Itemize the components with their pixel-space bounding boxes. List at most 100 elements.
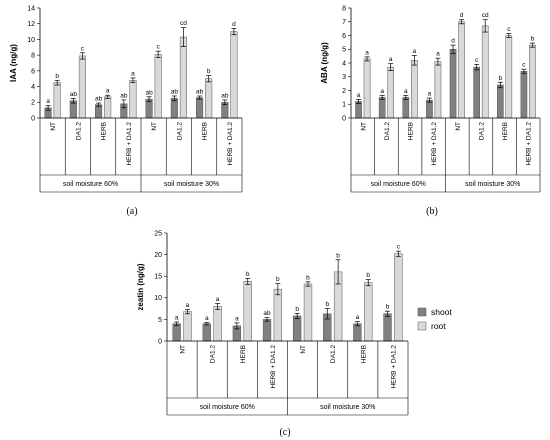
y-tick-label: 1 <box>342 102 346 109</box>
significance-letter: ab <box>196 89 204 96</box>
significance-letter: c <box>522 62 526 69</box>
significance-letter: c <box>81 45 85 52</box>
significance-letter: b <box>295 306 299 313</box>
y-tick-label: 10 <box>154 295 162 302</box>
shoot-bar <box>426 99 433 119</box>
significance-letter: b <box>386 304 390 311</box>
root-bar <box>78 55 86 119</box>
root-bar <box>243 281 252 342</box>
significance-letter: a <box>389 56 393 63</box>
group-label: soil moisture 30% <box>164 181 219 188</box>
category-label: NT <box>180 345 187 354</box>
shoot-bar <box>402 97 410 119</box>
category-label: NT <box>455 122 462 131</box>
significance-letter: b <box>276 276 280 283</box>
shoot-bar <box>172 323 181 342</box>
y-tick-label: 2 <box>31 100 35 107</box>
category-label: NT <box>360 122 367 131</box>
root-bar <box>481 25 489 119</box>
root-bar <box>458 21 465 119</box>
category-label: DA1.2 <box>75 122 82 140</box>
significance-letter: d <box>460 12 464 19</box>
group-label: soil moisture 30% <box>320 404 375 411</box>
legend-label-root: root <box>431 321 446 331</box>
category-label: HERB <box>101 122 108 140</box>
legend-swatch-root <box>417 321 427 331</box>
category-label: DA1.2 <box>330 345 337 363</box>
significance-letter: c <box>475 57 479 64</box>
significance-letter: c <box>157 44 161 51</box>
significance-letter: a <box>205 315 209 322</box>
legend-label-shoot: shoot <box>431 307 452 317</box>
root-bar <box>434 61 442 119</box>
category-label: HERB + DA1.2 <box>390 345 397 389</box>
category-label: DA1.2 <box>176 122 183 140</box>
significance-letter: cd <box>180 20 187 27</box>
y-tick-label: 5 <box>342 47 346 54</box>
significance-letter: a <box>175 314 179 321</box>
shoot-bar <box>145 98 153 119</box>
root-bar <box>303 283 313 342</box>
category-label: NT <box>300 345 307 354</box>
root-bar <box>213 306 222 342</box>
significance-letter: ab <box>70 91 78 98</box>
shoot-bar <box>520 71 528 119</box>
category-label: HERB + DA1.2 <box>270 345 277 389</box>
shoot-bar <box>170 98 178 119</box>
significance-letter: a <box>380 88 384 95</box>
panel-label: (b) <box>426 206 438 217</box>
y-tick-label: 10 <box>27 37 35 44</box>
y-tick-label: 14 <box>27 5 35 12</box>
significance-letter: ab <box>95 96 103 103</box>
root-bar <box>364 282 373 342</box>
y-tick-label: 0 <box>342 115 346 122</box>
root-bar <box>230 31 238 119</box>
group-label: soil moisture 60% <box>63 181 118 188</box>
significance-letter: a <box>404 88 408 95</box>
significance-letter: a <box>428 91 432 98</box>
significance-letter: ab <box>221 92 229 99</box>
y-axis-title: IAA (ng/g) <box>9 44 18 82</box>
significance-letter: cd <box>482 12 489 19</box>
significance-letter: b <box>306 274 310 281</box>
significance-letter: a <box>413 48 417 55</box>
y-tick-label: 5 <box>158 317 162 324</box>
category-label: HERB <box>240 345 247 363</box>
y-tick-label: 8 <box>31 53 35 60</box>
shoot-bar <box>95 104 103 119</box>
category-label: HERB <box>408 122 415 140</box>
category-label: HERB + DA1.2 <box>227 122 234 166</box>
significance-letter: d <box>451 38 455 45</box>
root-bar <box>410 60 418 119</box>
shoot-bar <box>496 84 504 119</box>
y-tick-label: 0 <box>31 115 35 122</box>
significance-letter: b <box>498 75 502 82</box>
y-axis-title: zeatin (ng/g) <box>136 263 145 310</box>
y-tick-label: 2 <box>342 88 346 95</box>
y-tick-label: 0 <box>158 338 162 345</box>
y-tick-label: 3 <box>342 74 346 81</box>
root-bar <box>205 78 213 119</box>
category-label: NT <box>151 122 158 131</box>
category-label: DA1.2 <box>384 122 391 140</box>
shoot-bar <box>449 49 457 119</box>
significance-letter: b <box>246 271 250 278</box>
root-bar <box>179 36 187 119</box>
significance-letter: ab <box>171 89 179 96</box>
significance-letter: c <box>507 26 511 33</box>
category-label: HERB + DA1.2 <box>526 122 533 166</box>
category-label: NT <box>50 122 57 131</box>
significance-letter: a <box>216 296 220 303</box>
y-tick-label: 7 <box>342 19 346 26</box>
significance-letter: ab <box>263 310 271 317</box>
category-label: DA1.2 <box>478 122 485 140</box>
significance-letter: a <box>357 92 361 99</box>
significance-letter: d <box>232 21 236 28</box>
root-bar <box>53 82 61 119</box>
significance-letter: ab <box>120 92 128 99</box>
y-tick-label: 8 <box>342 5 346 12</box>
root-bar <box>154 54 162 119</box>
